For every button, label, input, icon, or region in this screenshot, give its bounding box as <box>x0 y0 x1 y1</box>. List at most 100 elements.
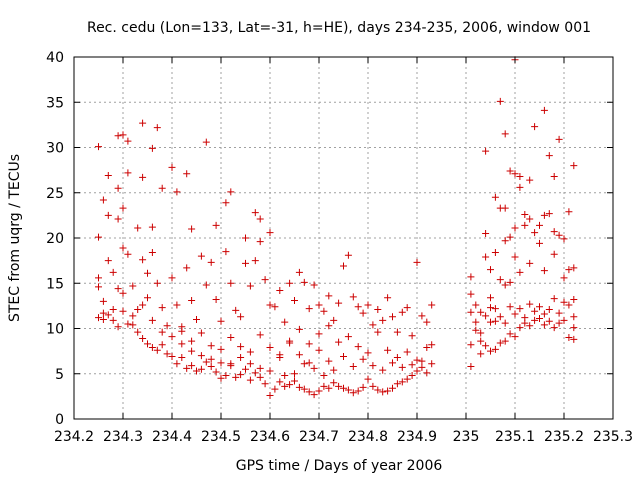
data-point <box>95 283 102 291</box>
data-point <box>227 279 235 287</box>
data-point <box>315 387 323 395</box>
data-point <box>256 215 264 223</box>
data-point <box>256 364 264 372</box>
data-point <box>197 352 205 360</box>
data-point <box>516 268 524 276</box>
axis-ticks <box>73 56 614 420</box>
data-point <box>197 365 205 373</box>
data-point <box>99 297 107 305</box>
data-point <box>496 97 504 105</box>
data-point <box>403 375 411 383</box>
data-point <box>536 315 543 323</box>
data-point <box>168 353 176 361</box>
data-point <box>163 322 171 330</box>
data-point <box>173 360 181 368</box>
data-point <box>281 318 289 326</box>
data-point <box>242 259 249 267</box>
data-point <box>511 224 519 232</box>
data-point <box>349 363 357 371</box>
data-point <box>560 298 568 306</box>
data-point <box>158 184 166 192</box>
data-point <box>295 383 303 391</box>
data-point <box>428 360 436 368</box>
data-point <box>526 322 534 330</box>
data-point <box>325 357 333 365</box>
x-tick-label: 235 <box>453 429 480 445</box>
data-point <box>95 274 102 282</box>
data-point <box>139 173 147 181</box>
data-point <box>139 119 147 127</box>
data-point <box>266 391 274 399</box>
data-point <box>300 278 308 286</box>
data-point <box>560 274 568 282</box>
data-point <box>202 138 210 146</box>
data-point <box>315 301 323 309</box>
data-point <box>506 233 514 241</box>
data-point <box>256 238 264 246</box>
y-tick-label: 40 <box>46 50 64 66</box>
data-point <box>354 387 362 395</box>
data-point <box>570 296 578 304</box>
data-point <box>95 233 102 241</box>
data-point <box>369 321 377 329</box>
data-point <box>516 324 524 332</box>
data-point <box>393 328 401 336</box>
data-point <box>369 382 377 390</box>
data-point <box>374 328 382 336</box>
data-point <box>540 106 548 114</box>
data-point <box>291 296 298 304</box>
y-tick-label: 5 <box>55 367 64 383</box>
x-tick-label: 234.8 <box>348 429 388 445</box>
data-point <box>246 348 254 356</box>
data-point <box>153 124 161 132</box>
data-point <box>271 385 279 393</box>
data-point <box>467 273 475 281</box>
x-tick-label: 234.9 <box>397 429 437 445</box>
data-point <box>384 294 392 302</box>
data-point <box>550 324 558 332</box>
data-point <box>286 337 294 345</box>
data-point <box>354 343 362 351</box>
x-tick-label: 234.4 <box>152 429 192 445</box>
x-tick-label: 235.3 <box>593 429 633 445</box>
data-point <box>511 170 519 178</box>
data-point <box>237 353 245 361</box>
data-point <box>227 188 235 196</box>
data-point <box>511 253 519 261</box>
y-tick-label: 30 <box>46 141 64 157</box>
data-point <box>124 250 132 258</box>
data-point <box>310 391 318 399</box>
data-point <box>188 347 196 355</box>
data-point <box>104 172 112 180</box>
data-point <box>389 384 396 392</box>
data-point <box>491 193 499 201</box>
data-point <box>310 281 318 289</box>
data-point <box>246 376 254 384</box>
data-point <box>124 169 132 177</box>
data-point <box>217 317 225 325</box>
data-point <box>207 258 215 266</box>
data-point <box>491 317 499 325</box>
data-point <box>300 360 308 368</box>
data-point <box>472 301 480 309</box>
data-point <box>158 341 166 349</box>
data-point <box>418 312 426 320</box>
y-tick-label: 25 <box>46 186 64 202</box>
data-point <box>482 229 490 237</box>
data-point <box>359 355 367 363</box>
data-point <box>423 318 431 326</box>
data-point <box>202 358 210 366</box>
data-point <box>168 163 176 171</box>
data-point <box>266 229 274 237</box>
data-point <box>320 307 328 315</box>
data-point <box>109 268 117 276</box>
data-point <box>305 359 313 367</box>
data-point <box>521 314 529 322</box>
data-point <box>114 132 122 140</box>
data-point <box>526 176 534 184</box>
data-point <box>315 330 323 338</box>
data-point <box>207 363 215 371</box>
data-point <box>148 223 156 231</box>
data-point <box>359 383 367 391</box>
data-point <box>227 362 235 370</box>
